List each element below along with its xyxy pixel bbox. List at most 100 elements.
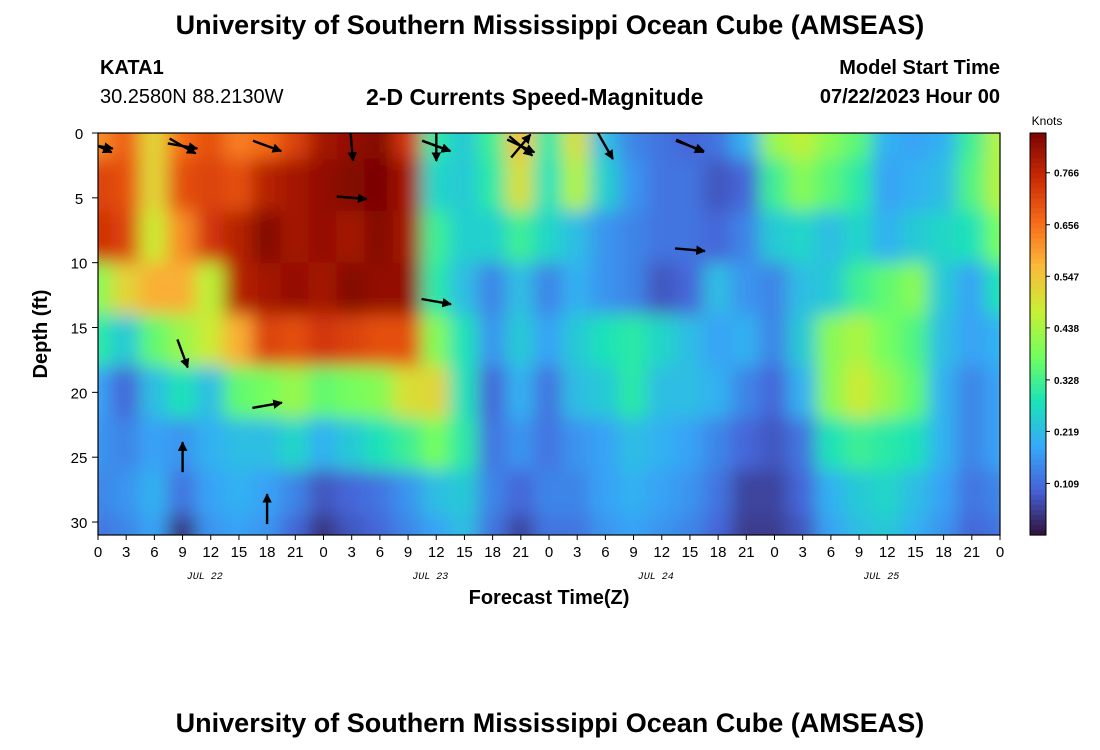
- heatmap-cell: [646, 262, 677, 316]
- colorbar-segment: [1030, 449, 1046, 456]
- x-tick-label: 0: [319, 544, 327, 561]
- date-label: JUL 24: [638, 572, 674, 583]
- heatmap-cell: [787, 366, 818, 420]
- heatmap-cell: [815, 210, 846, 264]
- heatmap-cell: [533, 158, 565, 212]
- heatmap-cell: [533, 470, 565, 517]
- heatmap-cell: [139, 210, 170, 264]
- heatmap-cell: [449, 210, 480, 264]
- x-tick-label: 9: [404, 544, 412, 561]
- heatmap-cell: [646, 158, 677, 212]
- y-axis-label: Depth (ft): [30, 290, 52, 379]
- x-tick-label: 15: [682, 544, 699, 561]
- colorbar-segment: [1030, 288, 1046, 295]
- heatmap-cell: [280, 515, 311, 535]
- date-label: JUL 25: [863, 572, 899, 583]
- heatmap-cell: [421, 418, 452, 472]
- heatmap-cell: [674, 366, 705, 420]
- heatmap-cell: [956, 470, 987, 517]
- heatmap-cell: [900, 158, 931, 212]
- colorbar-segment: [1030, 273, 1046, 280]
- heatmap-cell: [815, 133, 846, 160]
- current-vector-arrow: [252, 139, 283, 153]
- heatmap-cell: [815, 366, 846, 420]
- colorbar-segment: [1030, 323, 1046, 330]
- heatmap-cell: [449, 158, 480, 212]
- heatmap-cell: [590, 470, 621, 517]
- heatmap-cell: [308, 366, 339, 420]
- heatmap-cell: [984, 418, 1000, 472]
- heatmap-cell: [477, 262, 508, 316]
- heatmap-cell: [280, 366, 311, 420]
- heatmap-cell: [393, 210, 424, 264]
- heatmap-cell: [167, 262, 198, 316]
- heatmap-cell: [618, 418, 649, 472]
- x-tick-label: 0: [996, 544, 1004, 561]
- colorbar-segment: [1030, 318, 1046, 325]
- heatmap-cell: [533, 133, 565, 160]
- colorbar-segment: [1030, 233, 1046, 240]
- y-tick-label: 15: [71, 321, 88, 338]
- heatmap-cell: [618, 515, 649, 535]
- heatmap-cell: [787, 133, 818, 160]
- y-tick-label: 0: [75, 126, 83, 143]
- heatmap-cell: [844, 262, 875, 316]
- heatmap-cell: [703, 314, 734, 368]
- heatmap-cell: [984, 366, 1000, 420]
- colorbar-segment: [1030, 293, 1046, 300]
- x-tick-label: 9: [629, 544, 637, 561]
- colorbar-segment: [1030, 389, 1046, 395]
- colorbar-segment: [1030, 429, 1046, 436]
- colorbar-segment: [1030, 334, 1046, 340]
- colorbar-segment: [1030, 163, 1046, 169]
- heatmap-cell: [139, 418, 170, 472]
- heatmap-cell: [703, 158, 734, 212]
- heatmap-cell: [98, 158, 114, 212]
- heatmap-cell: [618, 262, 649, 316]
- x-tick-label: 6: [150, 544, 158, 561]
- heatmap-cell: [731, 470, 762, 517]
- heatmap-cell: [505, 262, 536, 316]
- heatmap-cell: [562, 158, 593, 212]
- heatmap-cell: [449, 515, 480, 535]
- heatmap-cell: [928, 314, 959, 368]
- heatmap-cell: [590, 262, 621, 316]
- heatmap-cell: [533, 418, 565, 472]
- heatmap-cell: [900, 210, 931, 264]
- colorbar-segment: [1030, 469, 1046, 476]
- x-tick-label: 21: [738, 544, 755, 561]
- heatmap-cell: [139, 314, 170, 368]
- heatmap-cell: [280, 133, 311, 160]
- heatmap-cell: [195, 158, 226, 212]
- heatmap-cell: [195, 515, 226, 535]
- heatmap-cell: [618, 158, 649, 212]
- colorbar-segment: [1030, 218, 1046, 225]
- colorbar-segment: [1030, 268, 1046, 275]
- heatmap-cell: [900, 366, 931, 420]
- station-coordinates: 30.2580N 88.2130W: [100, 86, 284, 108]
- heatmap-cell: [139, 515, 170, 535]
- heatmap-cell: [223, 515, 254, 535]
- heatmap-cell: [928, 515, 959, 535]
- current-vector-arrow: [347, 133, 358, 162]
- heatmap-cell: [111, 314, 142, 368]
- heatmap-cell: [900, 133, 931, 160]
- heatmap-cell: [956, 262, 987, 316]
- y-tick-label: 20: [71, 385, 88, 402]
- heatmap-cell: [280, 262, 311, 316]
- heatmap-cell: [703, 133, 734, 160]
- heatmap-cell: [759, 418, 790, 472]
- heatmap-cell: [844, 515, 875, 535]
- heatmap-cell: [984, 262, 1000, 316]
- heatmap-cell: [111, 158, 142, 212]
- colorbar-segment: [1030, 504, 1046, 511]
- heatmap-cell: [336, 366, 367, 420]
- colorbar-units: Knots: [1032, 114, 1063, 128]
- current-vector-arrow: [252, 399, 283, 410]
- colorbar-segment: [1030, 349, 1046, 355]
- x-tick-label: 6: [827, 544, 835, 561]
- heatmap-cell: [364, 418, 395, 472]
- heatmap-cell: [928, 470, 959, 517]
- y-tick-label: 25: [71, 450, 88, 467]
- heatmap-cell: [477, 314, 508, 368]
